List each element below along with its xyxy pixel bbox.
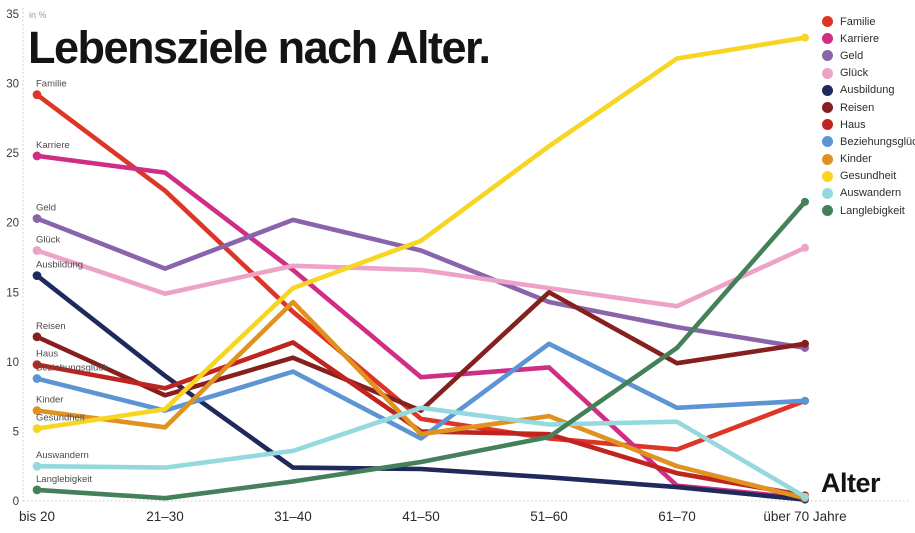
y-axis-unit-label: in % (29, 10, 47, 20)
x-axis-title: Alter (821, 468, 881, 498)
page-title: Lebensziele nach Alter. (28, 22, 491, 73)
series-start-dot-ausbildung (32, 271, 42, 280)
x-tick-label-3: 41–50 (402, 509, 440, 524)
series-label-ausbildung: Ausbildung (36, 260, 83, 271)
series-start-dot-auswandern (32, 461, 42, 471)
legend-label-haus: Haus (840, 118, 866, 131)
legend-dot-geld (822, 50, 833, 62)
y-tick-label-5: 5 (13, 426, 19, 438)
y-tick-label-30: 30 (6, 79, 19, 91)
legend-item-beziehungsgluck: Beziehungsglück (822, 133, 915, 150)
legend-item-geld: Geld (822, 47, 915, 64)
series-end-dot-gluck (801, 243, 809, 252)
series-label-gesundheit: Gesundheit (36, 413, 85, 424)
series-label-gluck: Glück (36, 235, 61, 246)
series-end-dot-gesundheit (801, 33, 809, 42)
series-label-auswandern: Auswandern (36, 450, 89, 461)
series-line-gluck (34, 245, 808, 309)
y-tick-label-35: 35 (6, 9, 19, 21)
legend-label-ausbildung: Ausbildung (840, 84, 895, 97)
series-label-haus: Haus (36, 349, 58, 360)
series-line-langlebigkeit (34, 199, 808, 501)
legend-dot-reisen (822, 102, 833, 114)
legend-label-auswandern: Auswandern (840, 187, 902, 200)
legend-item-langlebigkeit: Langlebigkeit (822, 202, 915, 219)
y-tick-label-20: 20 (6, 218, 19, 230)
series-start-dot-beziehungsgluck (32, 374, 42, 383)
legend-dot-karriere (822, 33, 833, 45)
series-label-kinder: Kinder (36, 395, 63, 406)
x-tick-label-1: 21–30 (146, 509, 184, 524)
legend-label-kinder: Kinder (840, 153, 872, 166)
y-tick-label-25: 25 (6, 148, 19, 160)
legend-item-kinder: Kinder (822, 151, 915, 168)
series-line-kinder (34, 299, 808, 501)
y-tick-label-15: 15 (6, 287, 19, 299)
legend-label-reisen: Reisen (840, 101, 875, 114)
series-line-auswandern (34, 405, 808, 500)
series-end-dot-auswandern (801, 492, 809, 501)
legend-label-gluck: Glück (840, 67, 869, 80)
legend-dot-familie (822, 16, 833, 28)
series-start-dot-reisen (32, 332, 42, 342)
series-label-karriere: Karriere (36, 140, 70, 151)
y-tick-label-10: 10 (6, 357, 19, 369)
legend-dot-langlebigkeit (822, 205, 833, 217)
series-label-langlebigkeit: Langlebigkeit (36, 474, 92, 485)
legend-dot-auswandern (822, 187, 833, 199)
legend-label-beziehungsgluck: Beziehungsglück (840, 135, 915, 148)
series-end-dot-beziehungsgluck (801, 396, 809, 405)
legend-item-ausbildung: Ausbildung (822, 82, 915, 99)
series-label-reisen: Reisen (36, 321, 66, 332)
x-tick-label-4: 51–60 (530, 509, 568, 524)
legend-label-geld: Geld (840, 49, 864, 62)
series-line-reisen (34, 289, 808, 413)
series-start-dot-gesundheit (32, 424, 42, 434)
y-tick-label-0: 0 (13, 496, 19, 508)
series-line-geld (34, 216, 808, 351)
legend-dot-beziehungsgluck (822, 136, 833, 148)
legend-label-familie: Familie (840, 15, 876, 28)
series-label-beziehungsgluck: Beziehungsglück (36, 363, 108, 374)
legend-item-gluck: Glück (822, 65, 915, 82)
legend-item-karriere: Karriere (822, 30, 915, 47)
series-start-dot-geld (32, 214, 42, 223)
series-label-familie: Familie (36, 79, 67, 90)
series-end-dot-reisen (801, 339, 809, 348)
legend-dot-gluck (822, 67, 833, 79)
x-tick-label-2: 31–40 (274, 509, 312, 524)
series-label-geld: Geld (36, 203, 56, 214)
series-line-ausbildung (34, 273, 808, 502)
series-start-dot-familie (32, 90, 42, 100)
x-tick-label-6: über 70 Jahre (763, 509, 846, 524)
legend-item-reisen: Reisen (822, 99, 915, 116)
series-start-dot-haus (32, 360, 42, 370)
series-end-dot-langlebigkeit (801, 197, 809, 206)
series-start-dot-gluck (32, 246, 42, 255)
legend-dot-haus (822, 119, 833, 131)
legend-label-karriere: Karriere (840, 32, 880, 45)
legend-dot-kinder (822, 153, 833, 165)
series-start-dot-kinder (32, 406, 42, 415)
legend-label-gesundheit: Gesundheit (840, 170, 897, 183)
legend-dot-gesundheit (822, 170, 833, 182)
x-tick-label-5: 61–70 (658, 509, 696, 524)
legend-dot-ausbildung (822, 84, 833, 96)
x-tick-label-0: bis 20 (19, 509, 55, 524)
legend-label-langlebigkeit: Langlebigkeit (840, 204, 905, 217)
legend-item-haus: Haus (822, 116, 915, 133)
series-start-dot-karriere (32, 151, 42, 161)
legend: Familie Karriere Geld Glück Ausbildung Reisen… (822, 13, 915, 219)
legend-item-auswandern: Auswandern (822, 185, 915, 202)
series-start-dot-langlebigkeit (32, 485, 42, 495)
series-line-gesundheit (34, 35, 808, 431)
legend-item-familie: Familie (822, 13, 915, 30)
legend-item-gesundheit: Gesundheit (822, 168, 915, 185)
series-line-familie (34, 92, 808, 452)
